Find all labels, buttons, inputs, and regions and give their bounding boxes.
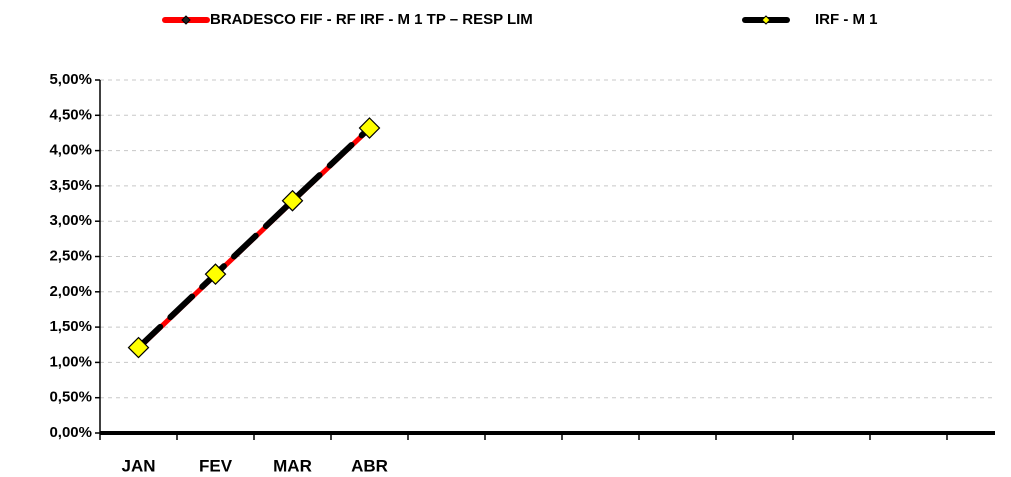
x-tick-label: JAN — [121, 456, 155, 475]
y-tick-label: 4,00% — [49, 142, 92, 159]
y-tick-label: 2,50% — [49, 247, 92, 264]
x-tick-label: FEV — [199, 456, 233, 475]
y-tick-label: 3,50% — [49, 177, 92, 194]
legend-label: BRADESCO FIF - RF IRF - M 1 TP – RESP LI… — [210, 11, 533, 28]
legend-label: IRF - M 1 — [815, 11, 878, 28]
y-tick-label: 2,00% — [49, 283, 92, 300]
series-marker — [358, 117, 381, 139]
series-marker — [127, 336, 150, 359]
y-tick-label: 1,00% — [49, 353, 92, 370]
legend-marker — [181, 15, 191, 25]
series-marker — [204, 263, 227, 285]
y-tick-label: 0,00% — [49, 424, 92, 441]
y-tick-label: 4,50% — [49, 106, 92, 123]
series-marker — [281, 189, 304, 212]
y-tick-label: 3,00% — [49, 212, 92, 229]
legend-marker — [761, 15, 771, 25]
x-tick-label: MAR — [273, 456, 312, 475]
y-tick-label: 5,00% — [49, 71, 92, 88]
y-tick-label: 0,50% — [49, 389, 92, 406]
series-line — [135, 125, 373, 351]
y-tick-label: 1,50% — [49, 318, 92, 335]
x-tick-label: ABR — [351, 456, 388, 475]
